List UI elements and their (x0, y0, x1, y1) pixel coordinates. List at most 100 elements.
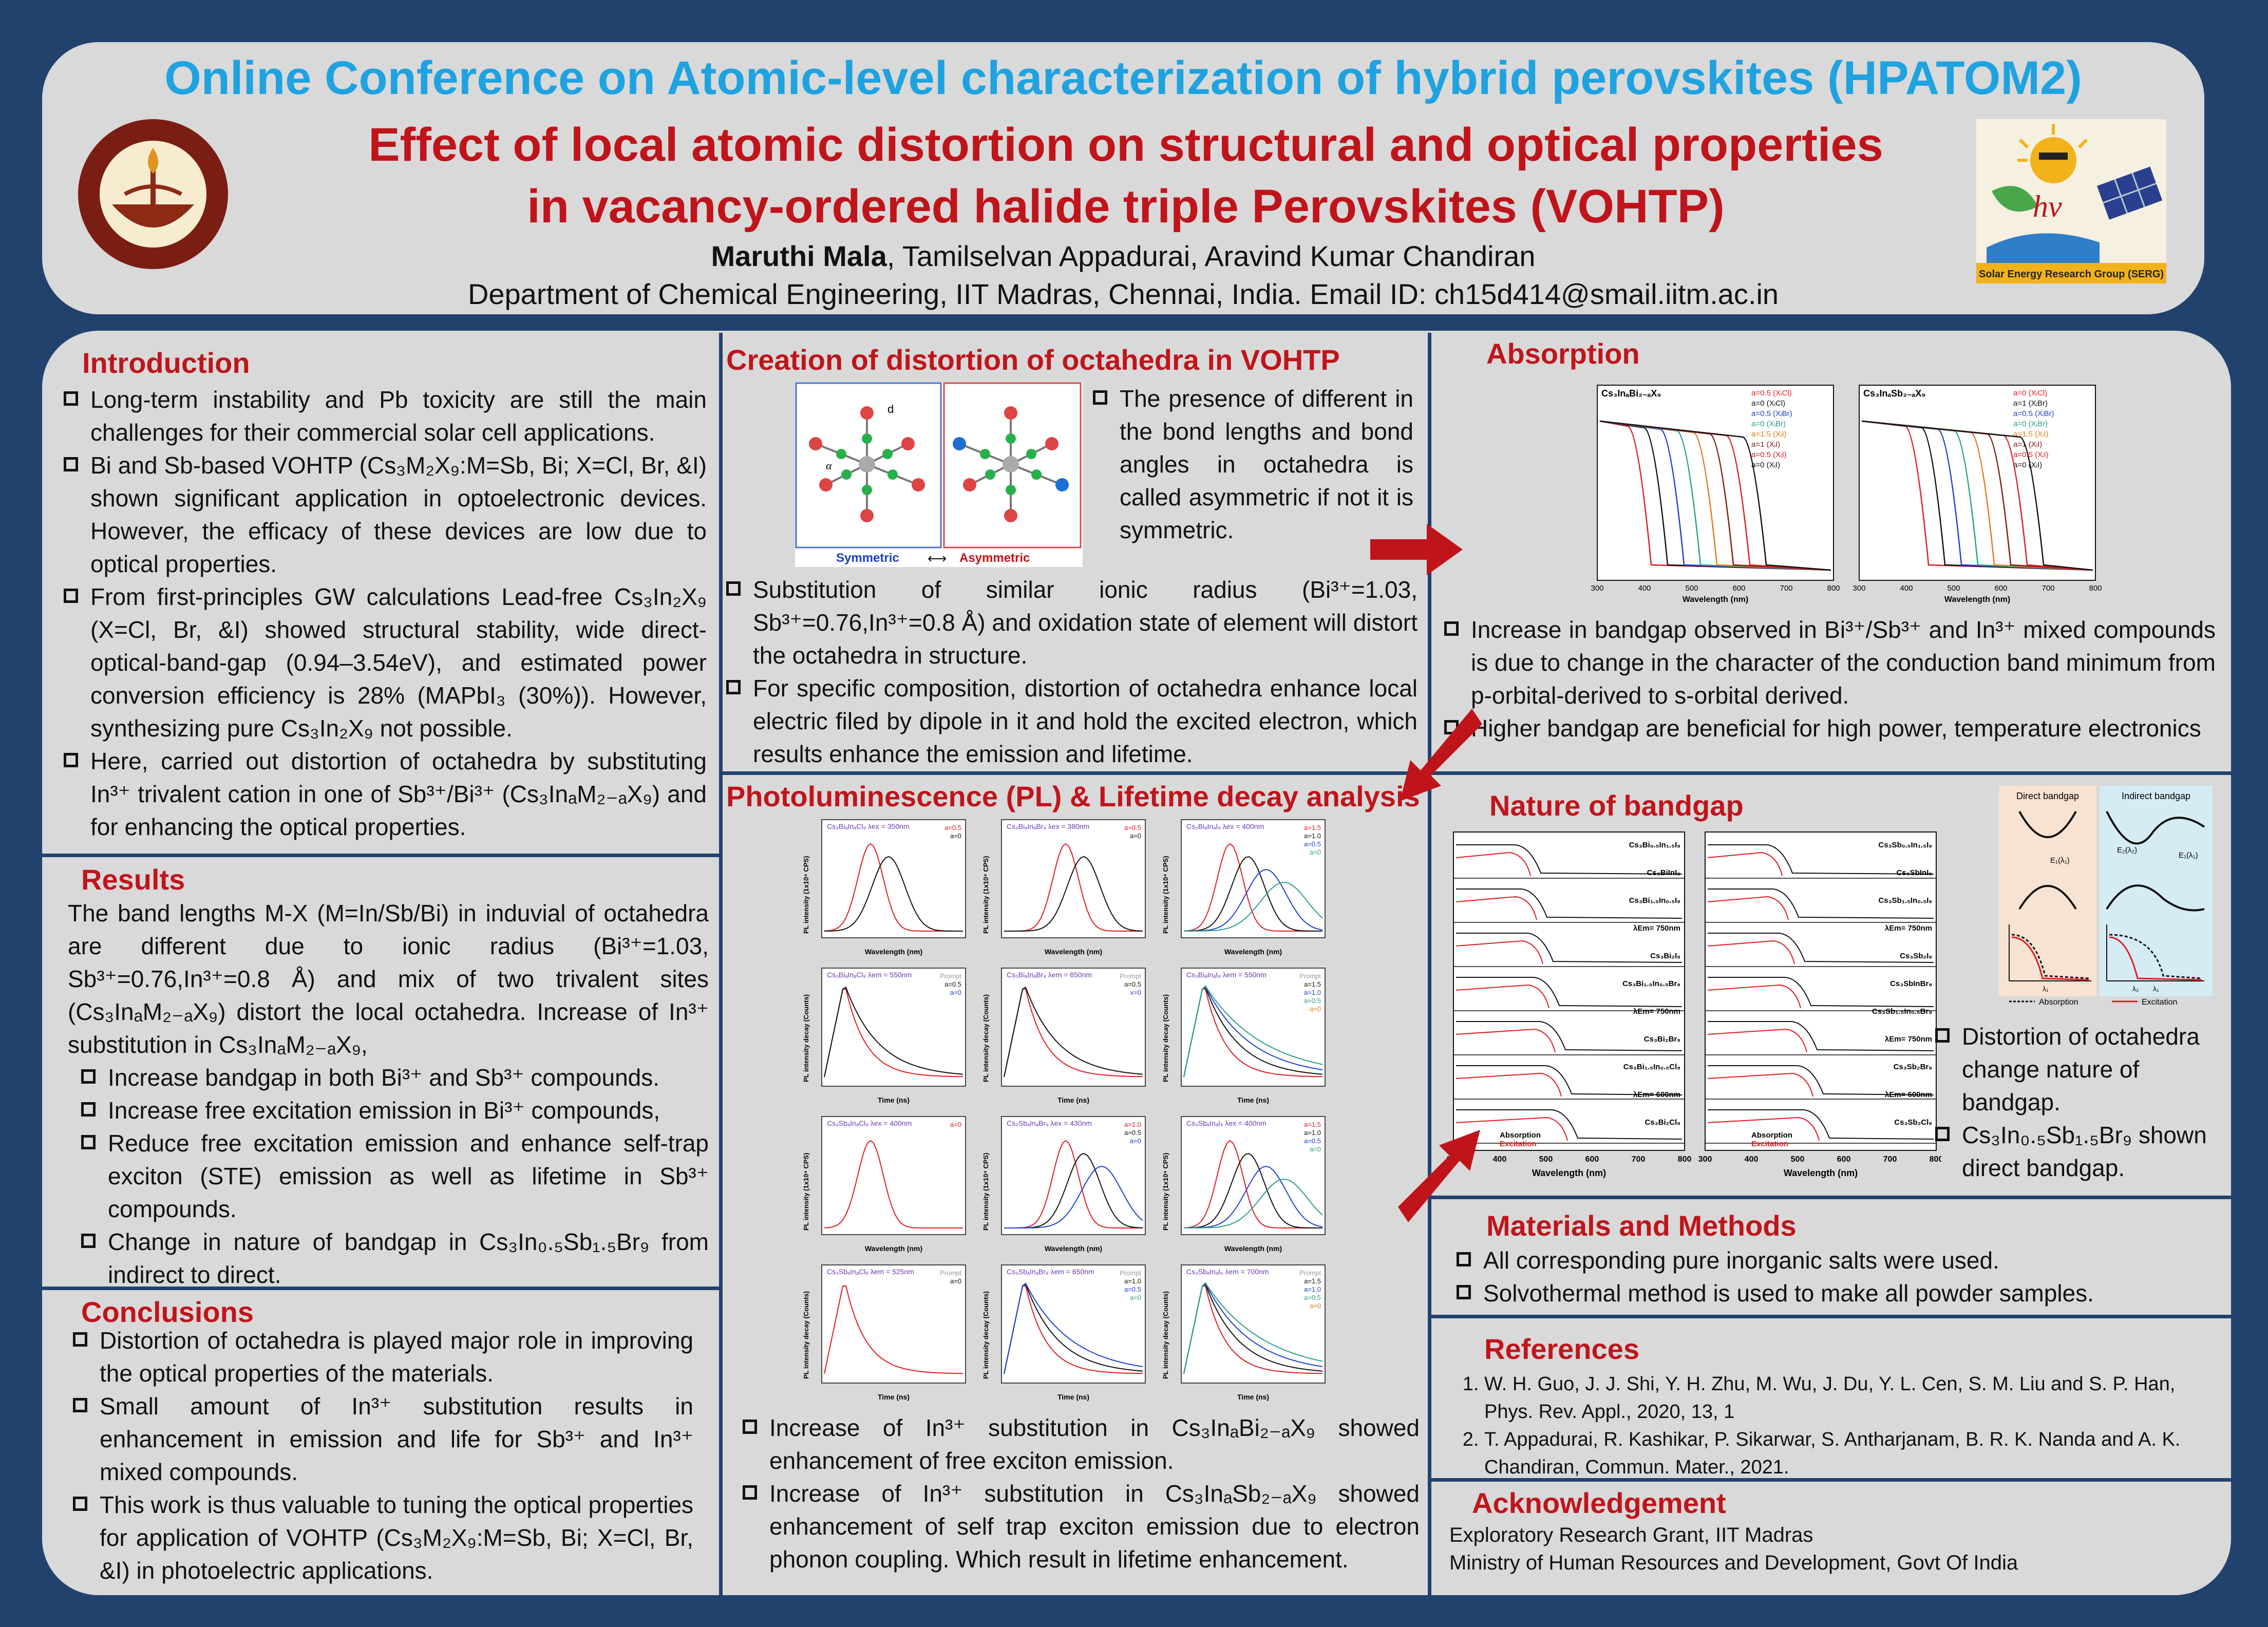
bandgap-xlabel: Wavelength (nm) (1784, 1168, 1858, 1178)
absorption-xtick: 600 (1732, 584, 1745, 593)
ack-line: Ministry of Human Resources and Developm… (1449, 1552, 2018, 1574)
pl-title: Photoluminescence (PL) & Lifetime decay … (726, 780, 1420, 812)
serg-caption: Solar Energy Research Group (SERG) (1979, 269, 2164, 280)
absorption-series-line (1861, 420, 2093, 571)
pl-panel: Cs₃BiₐInₐI₉ λem = 550nm Time (ns) PL inten… (1162, 968, 1326, 1104)
bandgap-absorption-line (1456, 977, 1683, 1007)
absorption-series-line (1599, 420, 1831, 571)
pl-panel-title: Cs₃SbₐInₐBr₉ λem = 650nm (1007, 1267, 1094, 1276)
divider-references-ack (1428, 1478, 2231, 1482)
bandgap-svg: Cs₃Bi₀.₅In₁.₅I₉ Cs₃BiInI₉ Cs₃Bi₁.₅In₀.₅I₉ λ… (1447, 831, 1943, 1178)
bandgap-absorption-line (1456, 1109, 1683, 1140)
pl-panel-title: Cs₃SbₐInₐCl₉ λem = 525nm (827, 1267, 914, 1276)
bandgap-absorption-line (1456, 844, 1683, 875)
references-text: W. H. Guo, J. J. Shi, Y. H. Zhu, M. Wu, … (1453, 1370, 2183, 1481)
pl-panel: Cs₃BiₐInₐBr₉ λex = 380nm Wavelength (nm) P… (982, 819, 1146, 956)
pl-series-line (824, 1140, 963, 1228)
pl-legend-entry: a=1.5 (1304, 1277, 1321, 1285)
bandgap-compound-label: λEm= 750nm (1633, 924, 1680, 933)
absorption-series-line (1861, 420, 2093, 571)
divider-bandgap-materials (1428, 1196, 2231, 1199)
pl-series-line (824, 988, 963, 1077)
absorption-frame (1859, 385, 2096, 581)
bandgap-excitation-line (1707, 940, 1795, 964)
pl-legend-entry: Prompt (1120, 972, 1141, 980)
bandgap-absorption-line (1456, 933, 1683, 963)
absorption-compound-label: Cs₃InₐSb₂₋ₐX₉ (1863, 388, 1926, 399)
absorption-legend-entry: a=0 (XᵢCl) (2013, 389, 2047, 398)
absorption-text: Increase in bandgap observed in Bi³⁺/Sb³… (1441, 613, 2216, 745)
pl-panel-title: Cs₃BiₐInₐCl₉ λex = 350nm (827, 822, 910, 830)
bandgap-absorption-line (1456, 1065, 1683, 1095)
bandgap-xlabel: Wavelength (nm) (1532, 1168, 1606, 1178)
presenting-author: Maruthi Mala (711, 240, 887, 272)
bandgap-compound-label: Cs₃Bi₀.₅In₁.₅I₉ (1629, 841, 1680, 849)
pl-bullet: Increase of In³⁺ substitution in Cs₃InₐB… (740, 1411, 1420, 1477)
pl-panel-title: Cs₃SbₐInₐCl₉ λex = 400nm (827, 1119, 912, 1127)
references-title: References (1484, 1333, 1639, 1365)
pl-series-line (1183, 843, 1322, 932)
pl-panel-xlabel: Wavelength (nm) (1045, 948, 1102, 956)
pl-panel: Cs₃SbₐInₐCl₉ λex = 400nm Wavelength (nm) P… (802, 1116, 966, 1253)
pl-grid-svg: Cs₃BiₐInₐCl₉ λex = 350nm Wavelength (nm) P… (802, 819, 1326, 1401)
pl-panel: Cs₃BiₐInₐI₉ λex = 400nm Wavelength (nm) PL… (1162, 819, 1326, 956)
conclusion-bullet: Small amount of In³⁺ substitution result… (70, 1390, 693, 1488)
bandgap-stack: Cs₃Sb₀.₅In₁.₅I₉ Cs₃SbInI₉ Cs₃Sb₁.₅In₀.₅I₉ λ… (1698, 831, 1943, 1178)
results-title: Results (81, 863, 185, 896)
pl-panel-frame (821, 1264, 966, 1384)
pl-series-line (824, 843, 963, 932)
bandgap-absorption-line (1708, 933, 1934, 963)
indirect-bandgap-label: Indirect bandgap (2122, 791, 2190, 801)
bandgap-bullet: Distortion of octahedra change nature of… (1932, 1020, 2220, 1119)
absorption-series-line (1861, 420, 2093, 571)
acknowledgement-text: Exploratory Research Grant, IIT Madras M… (1449, 1521, 2209, 1577)
bandgap-legend-absorption: Absorption (1500, 1131, 1541, 1140)
bond-angle-label: α (826, 459, 832, 472)
bandgap-absorption-line (1708, 1109, 1934, 1140)
bandgap-excitation-line (1707, 852, 1783, 876)
bandgap-compound-label: λEm= 750nm (1633, 1007, 1680, 1016)
pl-series-line (1183, 985, 1323, 1077)
pl-panel-ylabel: PL intensity decay (Counts) (982, 1291, 990, 1379)
bandgap-compound-label: Cs₃Bi₁.₅In₀.₅Cl₉ (1623, 1063, 1680, 1071)
pl-legend-entry: a=0 (1310, 1145, 1321, 1153)
pl-legend-entry: Prompt (1299, 972, 1321, 980)
bandgap-xtick: 300 (1698, 1155, 1712, 1164)
pl-legend-entry: a=0 (1310, 848, 1321, 856)
pl-panel: Cs₃SbₐInₐBr₉ λex = 430nm Wavelength (nm) P… (982, 1116, 1146, 1253)
bandgap-absorption-line (1456, 1021, 1683, 1051)
results-text: The band lengths M-X (M=In/Sb/Bi) in ind… (68, 897, 709, 1291)
bandgap-xtick: 600 (1837, 1155, 1851, 1164)
pl-panel-ylabel: PL intensity (1x10⁴ CPS) (982, 856, 990, 934)
e1-indirect-label: E₁(λ₁) (2179, 851, 2198, 860)
bandgap-absorption-line (1708, 977, 1934, 1007)
absorption-legend-entry: a=0 (XᵢCl) (1751, 399, 1785, 408)
absorption-xtick: 400 (1638, 584, 1651, 593)
pl-legend-entry: a=0.5 (1124, 1285, 1141, 1293)
octahedra-svg: d α Symmetric ⟷ Asymmetric (795, 382, 1082, 566)
conclusions-text: Distortion of octahedra is played major … (70, 1324, 693, 1587)
absorption-legend-entry: a=1.5 (XᵢI) (2013, 430, 2049, 439)
pl-legend-entry: Prompt (1299, 1269, 1321, 1277)
pl-series-line (824, 1285, 963, 1374)
divider-results-conclusions (42, 1287, 720, 1290)
absorption-bullet: Higher bandgap are beneficial for high p… (1441, 712, 2216, 745)
absorption-series-line (1599, 420, 1831, 571)
bandgap-compound-label: λEm= 600nm (1633, 1090, 1680, 1099)
column-divider-left (719, 333, 723, 1595)
absorption-series-line (1599, 420, 1831, 571)
bandgap-title: Nature of bandgap (1489, 789, 1744, 822)
pl-panel: Cs₃BiₐInₐCl₉ λex = 350nm Wavelength (nm) P… (802, 819, 966, 956)
pl-panel-frame (1001, 819, 1146, 938)
bandgap-compound-label: λEm= 600nm (1885, 1090, 1932, 1099)
pl-panel-xlabel: Time (ns) (878, 1096, 910, 1104)
lambda1-indirect-label: λ₁ (2153, 985, 2159, 993)
pl-series-line (1183, 1283, 1323, 1374)
pl-panel-title: Cs₃BiₐInₐI₉ λem = 550nm (1186, 971, 1267, 979)
distortion-side-bullet: The presence of different in the bond le… (1090, 382, 1413, 546)
pl-panel-ylabel: PL intensity decay (Counts) (982, 994, 990, 1082)
pl-legend-entry: x=0 (1130, 989, 1141, 996)
pl-legend-entry: a=0 (1310, 1302, 1321, 1310)
pl-series-line (1004, 1282, 1143, 1374)
e1-label: E₁(λ₁) (2050, 856, 2070, 865)
